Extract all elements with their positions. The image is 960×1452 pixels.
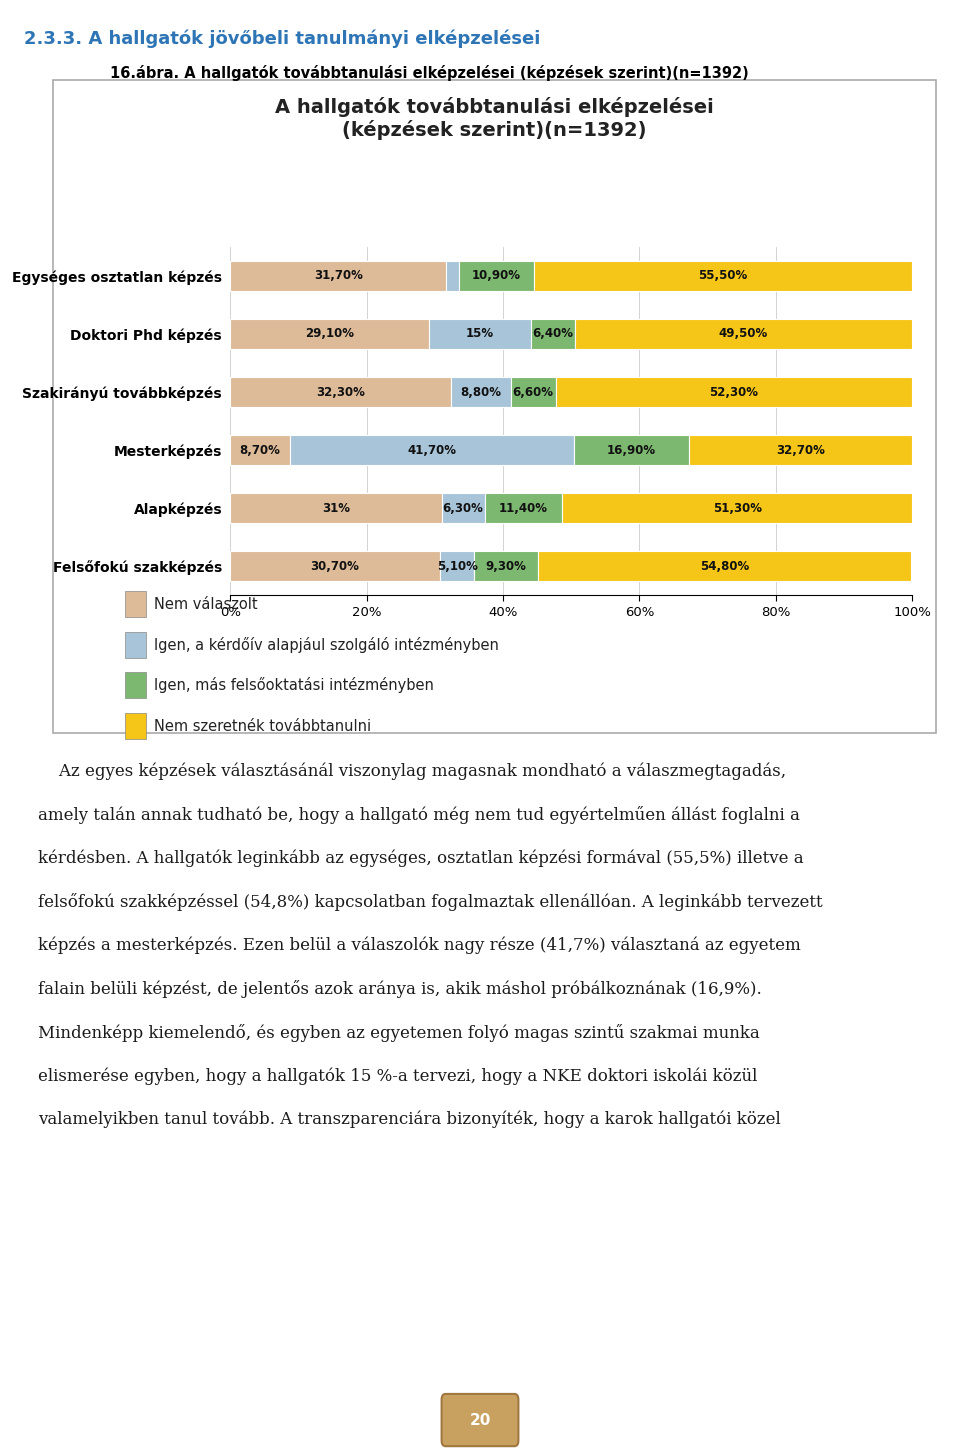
Text: 16,90%: 16,90%: [607, 444, 656, 456]
Text: Igen, más felsőoktatási intézményben: Igen, más felsőoktatási intézményben: [154, 677, 434, 694]
Text: képzés a mesterképzés. Ezen belül a válaszolók nagy része (41,7%) választaná az : képzés a mesterképzés. Ezen belül a vála…: [38, 937, 802, 954]
Text: 6,40%: 6,40%: [532, 328, 573, 340]
Text: Nem szeretnék továbbtanulni: Nem szeretnék továbbtanulni: [154, 719, 371, 733]
Text: 32,70%: 32,70%: [776, 444, 825, 456]
Text: 31,70%: 31,70%: [314, 270, 363, 282]
Bar: [429, 319, 531, 348]
Bar: [511, 378, 556, 407]
Bar: [440, 552, 474, 581]
Bar: [556, 378, 912, 407]
Text: falain belüli képzést, de jelentős azok aránya is, akik máshol próbálkoznának (1: falain belüli képzést, de jelentős azok …: [38, 980, 762, 998]
Bar: [230, 494, 442, 523]
Text: amely talán annak tudható be, hogy a hallgató még nem tud egyértelműen állást fo: amely talán annak tudható be, hogy a hal…: [38, 806, 801, 823]
Bar: [485, 494, 563, 523]
Text: felsőfokú szakképzéssel (54,8%) kapcsolatban fogalmaztak ellenállóan. A leginkáb: felsőfokú szakképzéssel (54,8%) kapcsola…: [38, 893, 823, 910]
Text: kérdésben. A hallgatók leginkább az egységes, osztatlan képzési formával (55,5%): kérdésben. A hallgatók leginkább az egys…: [38, 849, 804, 867]
Text: 8,70%: 8,70%: [240, 444, 280, 456]
Text: 9,30%: 9,30%: [486, 560, 526, 572]
Bar: [563, 494, 912, 523]
Bar: [450, 378, 511, 407]
Text: 2.3.3. A hallgatók jövőbeli tanulmányi elképzelései: 2.3.3. A hallgatók jövőbeli tanulmányi e…: [24, 29, 540, 48]
Text: Mindenképp kiemelendő, és egyben az egyetemen folyó magas szintű szakmai munka: Mindenképp kiemelendő, és egyben az egye…: [38, 1024, 760, 1041]
Bar: [442, 494, 485, 523]
Text: 6,30%: 6,30%: [443, 502, 484, 514]
Text: 41,70%: 41,70%: [407, 444, 456, 456]
Text: 32,30%: 32,30%: [316, 386, 365, 398]
Bar: [538, 552, 911, 581]
Text: 54,80%: 54,80%: [700, 560, 749, 572]
Text: 5,10%: 5,10%: [437, 560, 477, 572]
Text: elismerése egyben, hogy a hallgatók 15 %-a tervezi, hogy a NKE doktori iskolái k: elismerése egyben, hogy a hallgatók 15 %…: [38, 1067, 757, 1085]
Text: 15%: 15%: [466, 328, 494, 340]
Bar: [230, 378, 450, 407]
Bar: [474, 552, 538, 581]
Text: 20: 20: [469, 1413, 491, 1427]
Bar: [689, 436, 912, 465]
Text: 52,30%: 52,30%: [709, 386, 758, 398]
Text: 8,80%: 8,80%: [460, 386, 501, 398]
Text: 16.ábra. A hallgatók továbbtanulási elképzelései (képzések szerint)(n=1392): 16.ábra. A hallgatók továbbtanulási elké…: [110, 65, 749, 81]
Bar: [230, 552, 440, 581]
Bar: [230, 261, 446, 290]
Bar: [534, 261, 912, 290]
Text: 49,50%: 49,50%: [719, 328, 768, 340]
Text: 51,30%: 51,30%: [712, 502, 761, 514]
Bar: [575, 319, 912, 348]
Text: Nem válaszolt: Nem válaszolt: [154, 597, 257, 611]
Text: 30,70%: 30,70%: [311, 560, 359, 572]
Bar: [290, 436, 574, 465]
Bar: [574, 436, 689, 465]
Bar: [230, 436, 290, 465]
Text: 29,10%: 29,10%: [305, 328, 354, 340]
Bar: [230, 319, 429, 348]
Text: Az egyes képzések választásánál viszonylag magasnak mondható a válaszmegtagadás,: Az egyes képzések választásánál viszonyl…: [38, 762, 786, 780]
Bar: [460, 261, 534, 290]
Text: 11,40%: 11,40%: [499, 502, 548, 514]
Bar: [531, 319, 575, 348]
Bar: [446, 261, 460, 290]
Text: 6,60%: 6,60%: [513, 386, 554, 398]
Text: 31%: 31%: [322, 502, 350, 514]
Text: A hallgatók továbbtanulási elképzelései
(képzések szerint)(n=1392): A hallgatók továbbtanulási elképzelései …: [275, 97, 714, 141]
Text: 10,90%: 10,90%: [472, 270, 521, 282]
Text: 55,50%: 55,50%: [698, 270, 748, 282]
Text: Igen, a kérdőív alapjául szolgáló intézményben: Igen, a kérdőív alapjául szolgáló intézm…: [154, 636, 498, 653]
Text: valamelyikben tanul tovább. A transzparenciára bizonyíték, hogy a karok hallgató: valamelyikben tanul tovább. A transzpare…: [38, 1111, 781, 1128]
